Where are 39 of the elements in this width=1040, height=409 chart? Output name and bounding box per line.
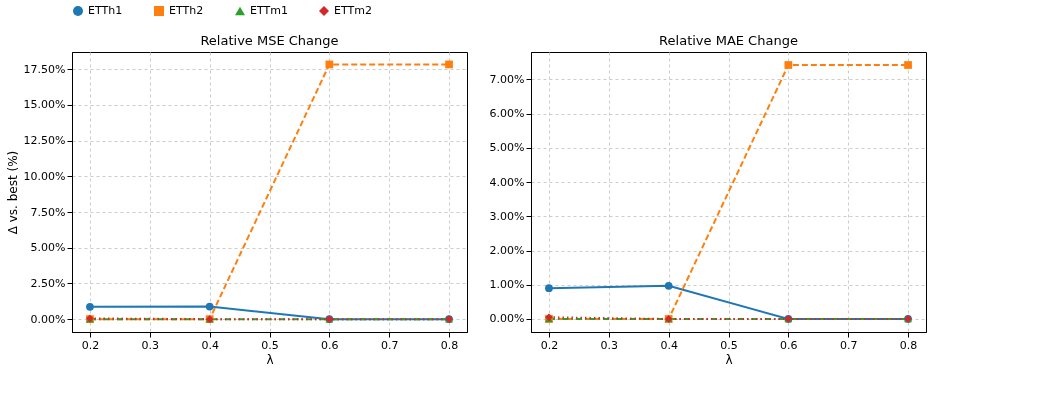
y-tick-label: 4.00% [489, 175, 525, 189]
x-axis-title: λ [725, 352, 733, 367]
y-tick-label: 0.00% [489, 312, 525, 326]
y-axis-title: Δ vs. best (%) [5, 150, 20, 235]
legend-label: ETTh2 [169, 4, 204, 17]
y-tick-label: 5.00% [30, 241, 66, 255]
y-tick-label: 2.00% [489, 244, 525, 258]
y-tick-label: 15.00% [23, 98, 66, 112]
y-tick-label: 6.00% [489, 107, 525, 121]
x-tick-label: 0.8 [899, 338, 918, 352]
chart-title: Relative MSE Change [200, 33, 339, 48]
x-tick-label: 0.4 [201, 338, 219, 352]
x-tick-label: 0.5 [720, 338, 738, 352]
y-tick-label: 10.00% [23, 169, 66, 183]
legend-label: ETTh1 [88, 4, 123, 17]
y-tick-label: 1.00% [489, 278, 525, 292]
x-tick-label: 0.8 [440, 338, 459, 352]
y-tick-label: 2.50% [30, 276, 66, 290]
x-tick-label: 0.6 [780, 338, 798, 352]
x-tick-label: 0.3 [600, 338, 619, 352]
x-tick-label: 0.3 [141, 338, 160, 352]
x-tick-label: 0.6 [321, 338, 339, 352]
legend-label: ETTm2 [334, 4, 372, 17]
y-tick-label: 7.00% [489, 72, 525, 86]
x-axis-title: λ [266, 352, 274, 367]
y-tick-label: 12.50% [23, 134, 66, 148]
x-tick-label: 0.7 [839, 338, 858, 352]
x-tick-label: 0.7 [380, 338, 399, 352]
y-tick-label: 0.00% [30, 312, 66, 326]
x-tick-label: 0.4 [660, 338, 678, 352]
y-tick-label: 7.50% [30, 205, 66, 219]
y-tick-label: 5.00% [489, 141, 525, 155]
y-tick-label: 17.50% [23, 62, 66, 76]
legend-label: ETTm1 [250, 4, 288, 17]
x-tick-label: 0.5 [261, 338, 279, 352]
x-tick-label: 0.2 [540, 338, 559, 352]
y-tick-label: 3.00% [489, 209, 525, 223]
x-tick-label: 0.2 [81, 338, 100, 352]
chart-title: Relative MAE Change [659, 33, 798, 48]
